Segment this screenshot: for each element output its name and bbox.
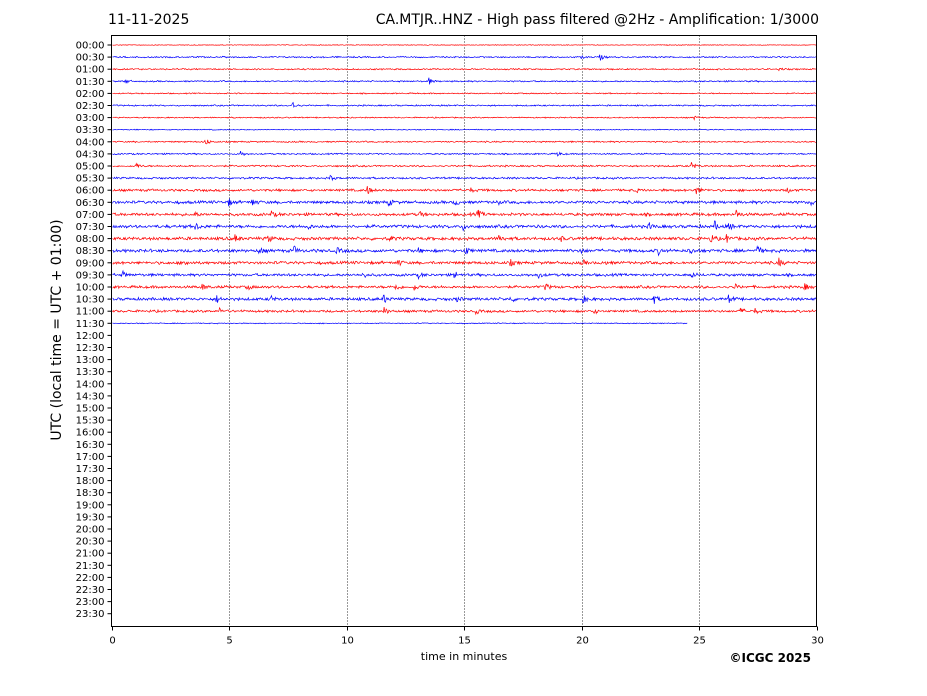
x-axis: 0 5 10 15 20 25 30 (109, 626, 824, 647)
y-tick-label: 01:00 (76, 65, 105, 76)
y-tick-label: 22:30 (76, 585, 105, 596)
y-tick-label: 13:30 (76, 367, 105, 378)
trace-1130 (112, 322, 688, 325)
y-tick-label: 10:00 (76, 283, 105, 294)
y-tick-label: 22:00 (76, 573, 105, 584)
y-tick-label: 16:00 (76, 428, 105, 439)
y-tick-label: 15:30 (76, 416, 105, 427)
x-tick-label: 25 (693, 636, 706, 647)
y-tick-label: 02:30 (76, 101, 105, 112)
y-tick-label: 18:00 (76, 476, 105, 487)
y-tick-label: 23:00 (76, 597, 105, 608)
y-tick-label: 11:00 (76, 307, 105, 318)
y-tick-label: 03:30 (76, 125, 105, 136)
trace-0230 (112, 101, 817, 108)
y-tick-label: 14:00 (76, 379, 105, 390)
trace-0630 (112, 198, 817, 207)
trace-0400 (112, 139, 816, 145)
y-tick-label: 02:00 (76, 89, 105, 100)
y-tick-label: 05:30 (76, 174, 105, 185)
chart-title: CA.MTJR..HNZ - High pass filtered @2Hz -… (375, 12, 819, 28)
trace-0130 (112, 77, 817, 85)
y-tick-label: 08:00 (76, 234, 105, 245)
trace-0200 (112, 92, 817, 95)
y-tick-label: 12:00 (76, 331, 105, 342)
y-tick-label: 09:30 (76, 270, 105, 281)
trace-0330 (112, 128, 817, 131)
seismogram-traces (112, 44, 817, 325)
x-axis-label: time in minutes (420, 650, 508, 663)
gridlines (229, 35, 700, 627)
plot-frame (111, 35, 817, 627)
y-axis: 00:0000:3001:0001:3002:0002:3003:0003:30… (76, 41, 112, 620)
y-tick-label: 18:30 (76, 488, 105, 499)
y-tick-label: 19:30 (76, 512, 105, 523)
x-tick-label: 5 (226, 636, 232, 647)
trace-1100 (112, 306, 817, 316)
y-tick-label: 15:00 (76, 404, 105, 415)
copyright-label: ©ICGC 2025 (729, 651, 811, 665)
y-tick-label: 19:00 (76, 500, 105, 511)
x-tick-label: 0 (109, 636, 115, 647)
y-tick-label: 17:00 (76, 452, 105, 463)
y-tick-label: 04:00 (76, 137, 105, 148)
x-tick-label: 10 (341, 636, 354, 647)
y-axis-label: UTC (local time = UTC + 01:00) (49, 219, 65, 441)
trace-0800 (112, 234, 817, 243)
y-tick-label: 10:30 (76, 295, 105, 306)
y-tick-label: 05:00 (76, 162, 105, 173)
x-tick-label: 20 (576, 636, 589, 647)
y-tick-label: 09:00 (76, 258, 105, 269)
y-tick-label: 07:30 (76, 222, 105, 233)
trace-0530 (112, 174, 817, 182)
y-tick-label: 07:00 (76, 210, 105, 221)
trace-1000 (112, 283, 817, 291)
y-tick-label: 03:00 (76, 113, 105, 124)
y-tick-label: 06:30 (76, 198, 105, 209)
y-tick-label: 17:30 (76, 464, 105, 475)
trace-0500 (112, 162, 817, 169)
y-tick-label: 00:30 (76, 53, 105, 64)
y-tick-label: 04:30 (76, 149, 105, 160)
trace-0000 (112, 44, 816, 46)
trace-0700 (112, 209, 817, 218)
trace-0900 (112, 257, 817, 267)
trace-0430 (112, 151, 817, 157)
trace-0830 (112, 245, 817, 257)
trace-1030 (112, 294, 817, 304)
trace-0600 (112, 186, 817, 195)
y-tick-label: 00:00 (76, 41, 105, 52)
y-tick-label: 20:00 (76, 525, 105, 536)
y-tick-label: 11:30 (76, 319, 105, 330)
y-tick-label: 21:30 (76, 561, 105, 572)
y-tick-label: 14:30 (76, 391, 105, 402)
trace-0030 (112, 54, 817, 61)
y-tick-label: 13:00 (76, 355, 105, 366)
y-tick-label: 06:00 (76, 186, 105, 197)
trace-0930 (112, 269, 817, 281)
x-tick-label: 30 (811, 636, 824, 647)
plot-date: 11-11-2025 (108, 12, 190, 28)
y-tick-label: 21:00 (76, 549, 105, 560)
trace-0300 (112, 115, 817, 121)
y-tick-label: 16:30 (76, 440, 105, 451)
trace-0100 (112, 67, 817, 72)
y-tick-label: 20:30 (76, 537, 105, 548)
y-tick-label: 01:30 (76, 77, 105, 88)
y-tick-label: 08:30 (76, 246, 105, 257)
x-tick-label: 15 (458, 636, 471, 647)
y-tick-label: 12:30 (76, 343, 105, 354)
y-tick-label: 23:30 (76, 609, 105, 620)
trace-0730 (112, 220, 817, 232)
